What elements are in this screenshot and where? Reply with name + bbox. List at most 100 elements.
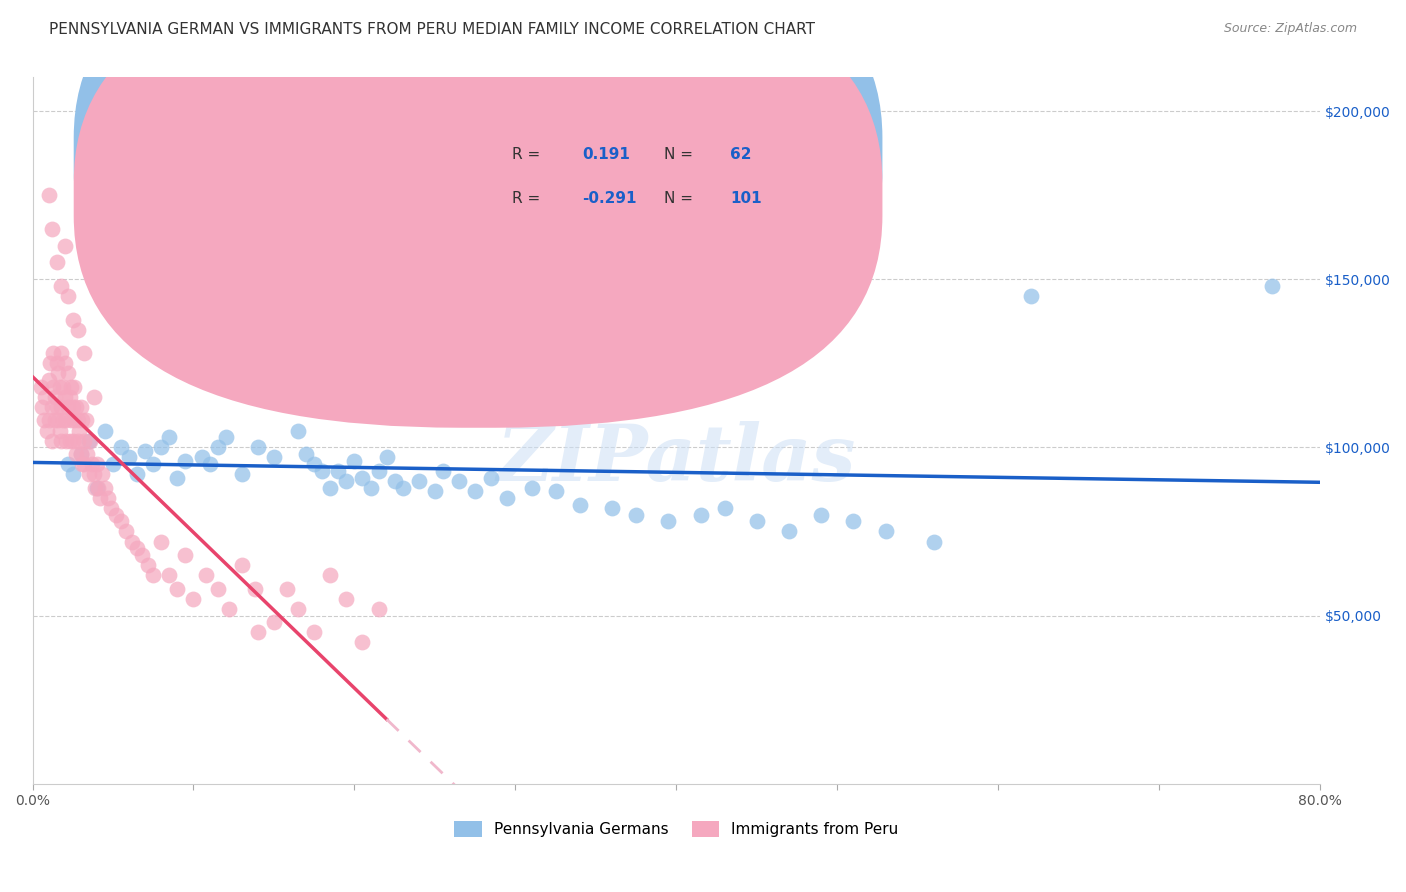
Text: ZIPatlas: ZIPatlas xyxy=(496,420,856,497)
Text: N =: N = xyxy=(664,147,697,162)
Point xyxy=(657,515,679,529)
Point xyxy=(83,390,105,404)
Point xyxy=(745,515,768,529)
Point xyxy=(34,390,56,404)
Point xyxy=(72,413,94,427)
Point xyxy=(875,524,897,539)
Text: R =: R = xyxy=(512,147,544,162)
Point xyxy=(100,500,122,515)
Point xyxy=(263,615,285,630)
Point xyxy=(83,467,105,482)
Point xyxy=(73,457,96,471)
Point xyxy=(65,400,87,414)
Point xyxy=(62,434,84,448)
Point xyxy=(41,434,63,448)
Point xyxy=(207,441,229,455)
FancyBboxPatch shape xyxy=(73,0,883,384)
Point xyxy=(423,484,446,499)
Point xyxy=(278,397,301,411)
Point xyxy=(42,380,65,394)
Text: -0.291: -0.291 xyxy=(582,192,637,206)
Point xyxy=(127,541,149,556)
Point xyxy=(73,434,96,448)
Point xyxy=(76,447,98,461)
Point xyxy=(56,367,79,381)
Point xyxy=(65,447,87,461)
Point xyxy=(464,484,486,499)
Point xyxy=(69,400,91,414)
Point xyxy=(94,424,117,438)
Point xyxy=(90,467,112,482)
Point xyxy=(131,548,153,562)
Point xyxy=(215,430,238,444)
Point xyxy=(142,457,165,471)
Point xyxy=(62,312,84,326)
Point xyxy=(231,558,253,573)
Point xyxy=(520,481,543,495)
Point xyxy=(94,481,117,495)
Legend: Pennsylvania Germans, Immigrants from Peru: Pennsylvania Germans, Immigrants from Pe… xyxy=(449,815,904,843)
Point xyxy=(46,367,69,381)
Point xyxy=(479,470,502,484)
Point xyxy=(56,289,79,303)
Point xyxy=(110,515,132,529)
Point xyxy=(51,434,73,448)
Point xyxy=(52,413,75,427)
Point xyxy=(408,474,430,488)
Point xyxy=(121,534,143,549)
Point xyxy=(166,582,188,596)
Point xyxy=(713,500,735,515)
Point xyxy=(496,491,519,505)
Point xyxy=(45,255,67,269)
Point xyxy=(352,635,374,649)
Point xyxy=(53,390,76,404)
Point xyxy=(32,413,55,427)
Point xyxy=(62,467,84,482)
Point xyxy=(63,413,86,427)
Text: R =: R = xyxy=(512,192,544,206)
Point xyxy=(231,467,253,482)
Point xyxy=(51,346,73,360)
Point xyxy=(49,424,72,438)
Point xyxy=(56,400,79,414)
Point xyxy=(600,500,623,515)
Point xyxy=(60,413,83,427)
Point xyxy=(46,413,69,427)
Point xyxy=(449,474,471,488)
Point xyxy=(810,508,832,522)
Point xyxy=(367,464,389,478)
Point xyxy=(174,454,197,468)
Point xyxy=(58,390,80,404)
Point xyxy=(207,582,229,596)
Point xyxy=(157,430,180,444)
Point xyxy=(1261,279,1284,293)
Point xyxy=(101,457,124,471)
Point xyxy=(39,356,62,370)
Point xyxy=(44,390,66,404)
Point xyxy=(35,424,58,438)
Point xyxy=(432,464,454,478)
Point xyxy=(42,346,65,360)
Point xyxy=(55,434,77,448)
Point xyxy=(183,323,205,337)
Point xyxy=(174,548,197,562)
Point xyxy=(72,457,94,471)
Point xyxy=(778,524,800,539)
Point xyxy=(69,447,91,461)
Point xyxy=(302,457,325,471)
Point xyxy=(44,413,66,427)
Point xyxy=(319,481,342,495)
Point xyxy=(30,380,52,394)
Point xyxy=(38,373,60,387)
Point xyxy=(55,413,77,427)
Point xyxy=(166,470,188,484)
Point xyxy=(53,356,76,370)
Point xyxy=(246,625,269,640)
Point xyxy=(89,491,111,505)
Point xyxy=(311,464,333,478)
Point xyxy=(842,515,865,529)
Point xyxy=(52,380,75,394)
Point xyxy=(87,481,110,495)
Text: 62: 62 xyxy=(731,147,752,162)
FancyBboxPatch shape xyxy=(444,120,806,219)
